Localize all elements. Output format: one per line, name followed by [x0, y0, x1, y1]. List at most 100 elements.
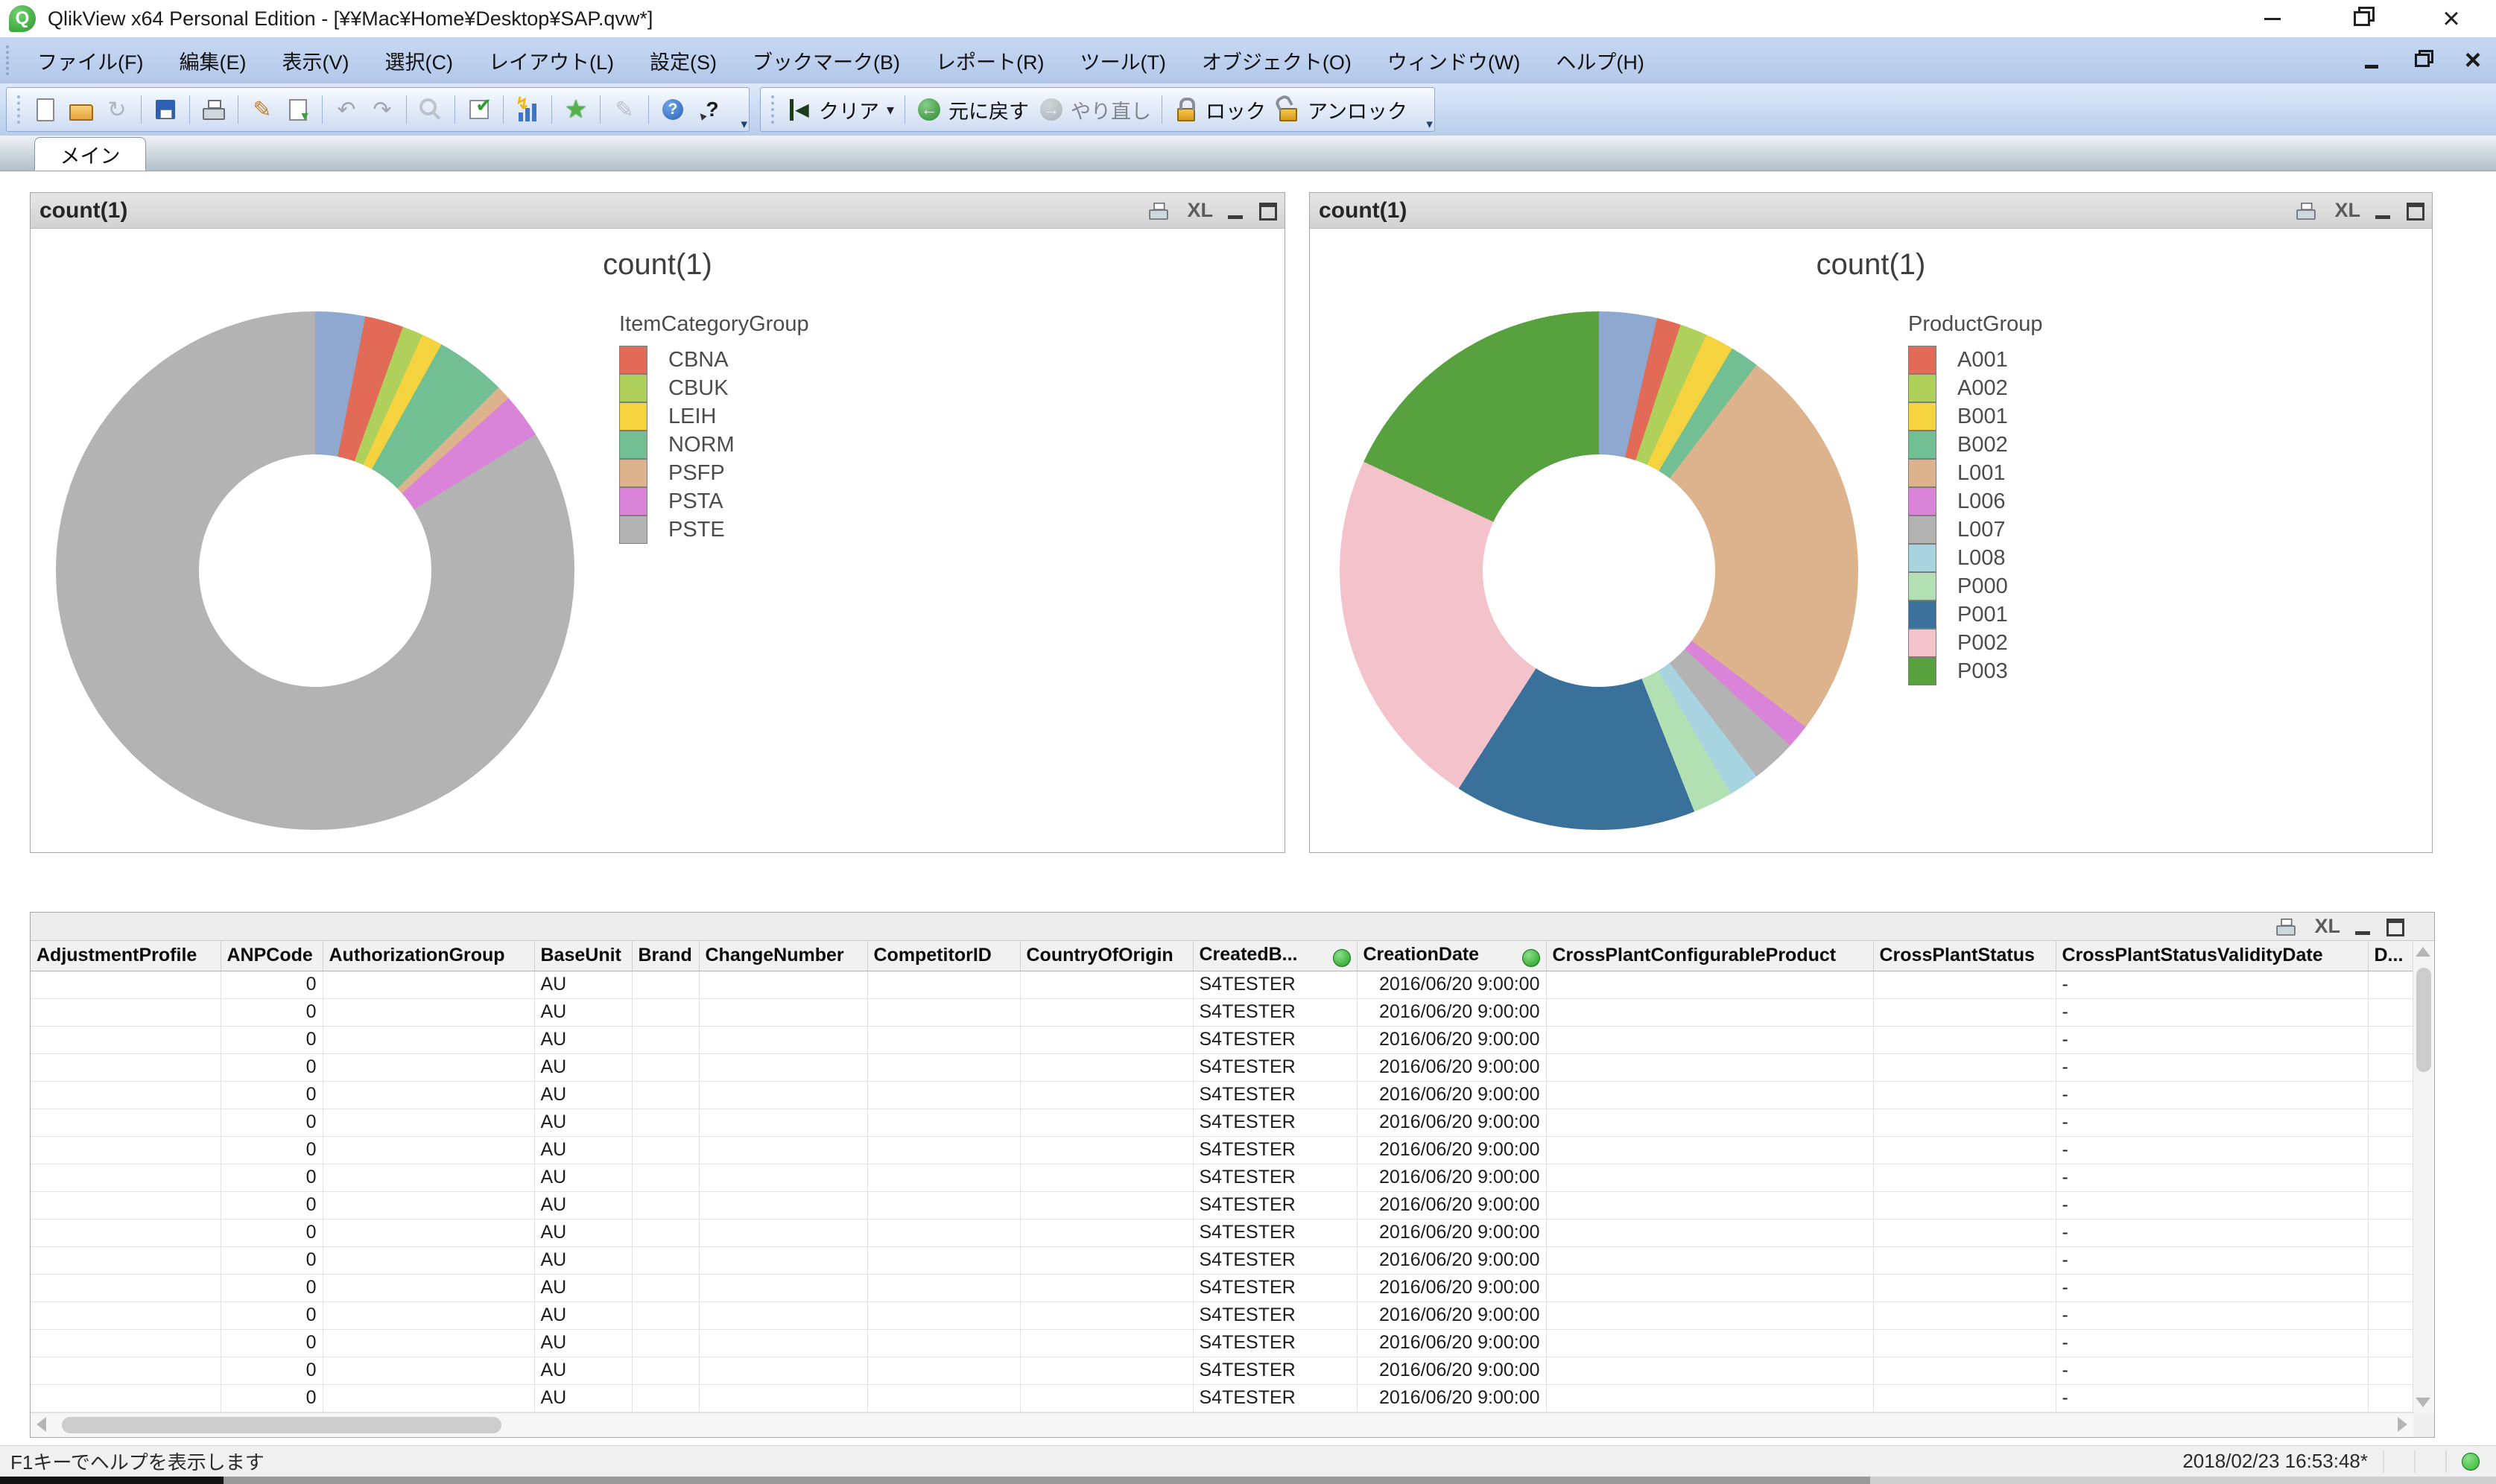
- table-cell[interactable]: [699, 1219, 867, 1246]
- legend-item-L008[interactable]: L008: [1908, 544, 2043, 572]
- table-cell[interactable]: 2016/06/20 9:00:00: [1357, 1164, 1546, 1191]
- send-to-excel-icon[interactable]: XL: [2334, 199, 2360, 222]
- table-cell[interactable]: [632, 1109, 699, 1136]
- table-cell[interactable]: [31, 1274, 221, 1301]
- table-cell[interactable]: [323, 998, 534, 1026]
- table-cell[interactable]: 0: [221, 1274, 323, 1301]
- legend-item-PSFP[interactable]: PSFP: [619, 459, 809, 487]
- table-cell[interactable]: -: [2056, 1357, 2368, 1384]
- table-cell[interactable]: [323, 1329, 534, 1357]
- send-to-excel-icon[interactable]: XL: [1187, 199, 1213, 222]
- column-header-ANPCode[interactable]: ANPCode: [221, 941, 323, 971]
- table-cell[interactable]: S4TESTER: [1193, 1219, 1357, 1246]
- table-cell[interactable]: 2016/06/20 9:00:00: [1357, 1026, 1546, 1053]
- table-cell[interactable]: [699, 1274, 867, 1301]
- table-cell[interactable]: -: [2056, 1053, 2368, 1081]
- table-cell[interactable]: 0: [221, 1026, 323, 1053]
- table-cell[interactable]: [1020, 1384, 1193, 1412]
- help-button[interactable]: [655, 94, 691, 125]
- table-cell[interactable]: [1020, 1081, 1193, 1109]
- table-cell[interactable]: [31, 1357, 221, 1384]
- menu-item[interactable]: ヘルプ(H): [1538, 39, 1662, 81]
- minimize-object-icon[interactable]: [1228, 200, 1244, 222]
- table-cell[interactable]: S4TESTER: [1193, 998, 1357, 1026]
- table-cell[interactable]: S4TESTER: [1193, 1081, 1357, 1109]
- column-header-AdjustmentProfile[interactable]: AdjustmentProfile: [31, 941, 221, 971]
- table-cell[interactable]: 0: [221, 1384, 323, 1412]
- table-cell[interactable]: [1546, 1164, 1873, 1191]
- table-cell[interactable]: [699, 1329, 867, 1357]
- table-cell[interactable]: 0: [221, 1109, 323, 1136]
- table-cell[interactable]: 0: [221, 1053, 323, 1081]
- table-cell[interactable]: [1020, 1357, 1193, 1384]
- table-cell[interactable]: 0: [221, 1329, 323, 1357]
- table-cell[interactable]: [2368, 1219, 2413, 1246]
- table-cell[interactable]: 0: [221, 1164, 323, 1191]
- table-cell[interactable]: [1020, 1164, 1193, 1191]
- table-cell[interactable]: [1873, 971, 2056, 998]
- table-cell[interactable]: -: [2056, 971, 2368, 998]
- legend-item-LEIH[interactable]: LEIH: [619, 402, 809, 431]
- column-header-CrossPlantStatusValidityDate[interactable]: CrossPlantStatusValidityDate: [2056, 941, 2368, 971]
- chart-caption-bar[interactable]: count(1) XL: [31, 193, 1285, 229]
- menu-item[interactable]: ツール(T): [1062, 39, 1183, 81]
- table-cell[interactable]: [699, 1164, 867, 1191]
- table-cell[interactable]: 0: [221, 1219, 323, 1246]
- unlock-button[interactable]: アンロック: [1270, 94, 1412, 126]
- chart-caption-bar[interactable]: count(1) XL: [1310, 193, 2432, 229]
- table-cell[interactable]: AU: [534, 1081, 632, 1109]
- table-cell[interactable]: [1873, 998, 2056, 1026]
- table-cell[interactable]: [632, 1219, 699, 1246]
- table-cell[interactable]: [2368, 1026, 2413, 1053]
- table-cell[interactable]: [699, 1357, 867, 1384]
- table-cell[interactable]: [1020, 971, 1193, 998]
- donut-chart[interactable]: [56, 311, 574, 830]
- table-cell[interactable]: AU: [534, 1219, 632, 1246]
- table-cell[interactable]: AU: [534, 1109, 632, 1136]
- column-header-CrossPlantConfigurableProduct[interactable]: CrossPlantConfigurableProduct: [1546, 941, 1873, 971]
- table-cell[interactable]: [1020, 1026, 1193, 1053]
- table-cell[interactable]: [1546, 971, 1873, 998]
- table-cell[interactable]: [1873, 1191, 2056, 1219]
- table-cell[interactable]: [2368, 1357, 2413, 1384]
- table-cell[interactable]: [632, 998, 699, 1026]
- table-cell[interactable]: [1020, 1136, 1193, 1164]
- legend-item-B002[interactable]: B002: [1908, 431, 2043, 459]
- table-cell[interactable]: [632, 1136, 699, 1164]
- new-document-button[interactable]: [28, 94, 63, 125]
- table-cell[interactable]: 2016/06/20 9:00:00: [1357, 1384, 1546, 1412]
- table-cell[interactable]: [31, 1109, 221, 1136]
- table-cell[interactable]: [31, 1026, 221, 1053]
- send-to-excel-icon[interactable]: XL: [2314, 915, 2340, 938]
- table-cell[interactable]: 2016/06/20 9:00:00: [1357, 1274, 1546, 1301]
- table-cell[interactable]: 2016/06/20 9:00:00: [1357, 1081, 1546, 1109]
- table-cell[interactable]: [323, 1301, 534, 1329]
- table-cell[interactable]: [31, 1384, 221, 1412]
- toolbar-overflow-icon[interactable]: ▾: [1426, 119, 1433, 130]
- table-cell[interactable]: [1020, 1274, 1193, 1301]
- column-header-CreationDate[interactable]: CreationDate: [1357, 941, 1546, 971]
- scroll-up-icon[interactable]: [2416, 947, 2430, 957]
- table-cell[interactable]: S4TESTER: [1193, 1026, 1357, 1053]
- table-cell[interactable]: S4TESTER: [1193, 971, 1357, 998]
- table-cell[interactable]: [867, 1191, 1020, 1219]
- table-cell[interactable]: [1546, 1136, 1873, 1164]
- table-cell[interactable]: -: [2056, 1109, 2368, 1136]
- dropdown-arrow-icon[interactable]: ▾: [887, 101, 894, 119]
- table-cell[interactable]: [1873, 1136, 2056, 1164]
- close-icon[interactable]: [2429, 1, 2474, 36]
- table-cell[interactable]: [867, 1026, 1020, 1053]
- table-cell[interactable]: [699, 1109, 867, 1136]
- document-minimize-icon[interactable]: [2359, 48, 2384, 73]
- table-cell[interactable]: 2016/06/20 9:00:00: [1357, 1246, 1546, 1274]
- table-cell[interactable]: [31, 1329, 221, 1357]
- table-cell[interactable]: [1020, 1191, 1193, 1219]
- table-cell[interactable]: AU: [534, 1191, 632, 1219]
- table-cell[interactable]: 2016/06/20 9:00:00: [1357, 1219, 1546, 1246]
- table-cell[interactable]: [632, 1329, 699, 1357]
- table-cell[interactable]: [31, 1136, 221, 1164]
- table-cell[interactable]: [632, 1274, 699, 1301]
- table-cell[interactable]: [632, 1164, 699, 1191]
- table-cell[interactable]: [699, 1246, 867, 1274]
- menu-item[interactable]: レポート(R): [918, 39, 1062, 81]
